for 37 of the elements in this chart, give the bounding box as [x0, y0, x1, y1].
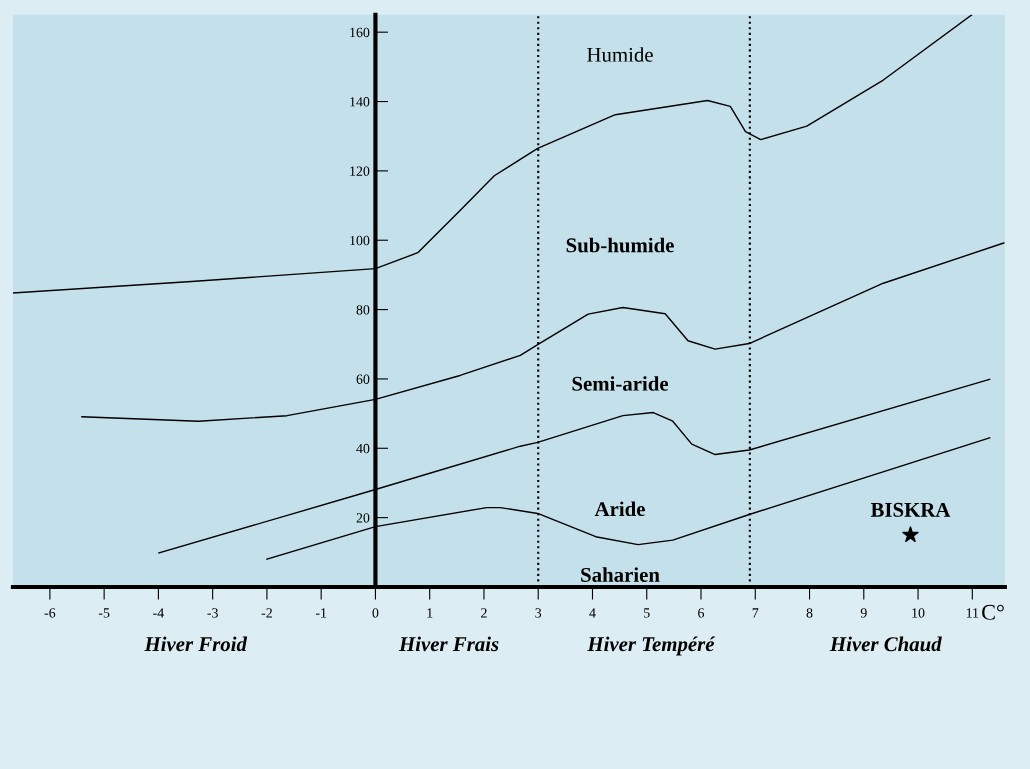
text: Hiver Froid — [144, 636, 248, 652]
y-tick-label: 80 — [356, 305, 370, 315]
annotation: Aride — [594, 501, 645, 517]
y-tick-label: 120 — [350, 166, 370, 176]
text: Hiver Frais — [398, 636, 499, 652]
annotation: Saharien — [581, 567, 660, 582]
x-tick-label: 4 — [589, 608, 596, 618]
y-tick-label: 20 — [356, 513, 370, 523]
x-tick-label: 7 — [752, 608, 759, 618]
x-axis-title: C° — [982, 604, 1004, 620]
series-label: BISKRA — [870, 502, 951, 517]
x-tick-label: 2 — [481, 608, 487, 618]
x-tick-label: -6 — [44, 608, 56, 618]
x-tick-label: 3 — [535, 608, 542, 618]
x-tick-label: 10 — [912, 608, 925, 618]
y-tick-label: 40 — [356, 443, 370, 454]
x-tick-label: 0 — [372, 608, 379, 618]
y-tick-label: 140 — [350, 97, 370, 107]
x-tick-label: 5 — [644, 608, 650, 618]
x-tick-label: -5 — [98, 608, 110, 618]
x-tick-label: 6 — [698, 608, 705, 618]
y-tick-label: 100 — [350, 235, 370, 246]
y-tick-label: 160 — [350, 27, 370, 38]
x-tick-label: -1 — [315, 608, 327, 618]
annotation: Semi-aride — [572, 376, 669, 391]
annotation: Sub-humide — [566, 237, 674, 253]
x-tick-label: -4 — [153, 608, 164, 618]
x-tick-label: 9 — [860, 608, 867, 618]
x-tick-label: -2 — [261, 608, 272, 618]
x-tick-label: 1 — [427, 608, 433, 618]
x-tick-label: -3 — [207, 608, 218, 618]
annotation: Humide — [587, 47, 653, 62]
x-tick-label: 8 — [806, 608, 813, 618]
text: Hiver Tempéré — [587, 636, 716, 656]
text: Hiver Chaud — [829, 636, 942, 652]
y-tick-label: 60 — [356, 374, 370, 384]
x-tick-label: 11 — [966, 608, 979, 618]
